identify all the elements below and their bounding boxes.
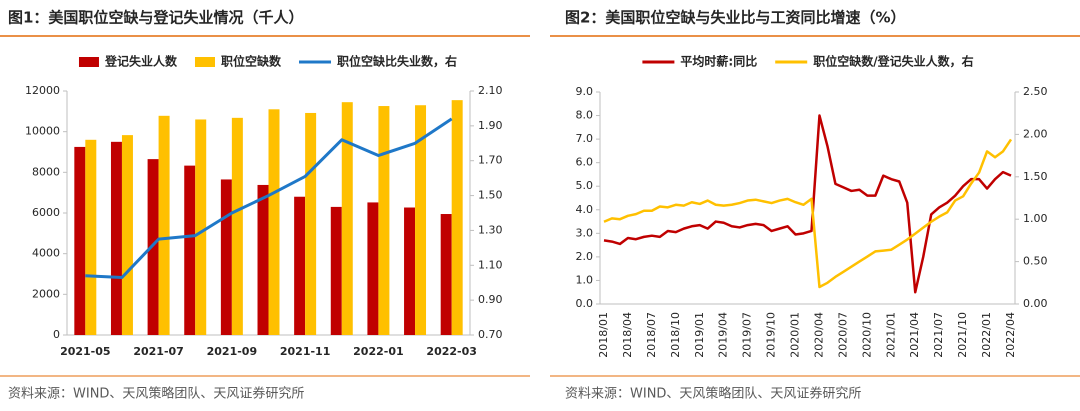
- legend-label: 职位空缺比失业数，右: [337, 54, 457, 69]
- y2-tick-label: 1.50: [478, 189, 503, 202]
- x-tick-label: 2021-09: [207, 345, 258, 358]
- x-tick-label: 2021/07: [932, 312, 945, 358]
- bar: [257, 184, 269, 335]
- x-tick-label: 2021-07: [133, 345, 184, 358]
- y-tick-label: 4.0: [576, 203, 594, 216]
- line: [603, 138, 1013, 289]
- y-tick-label: 4000: [32, 247, 60, 260]
- x-tick-label: 2020/01: [789, 312, 802, 358]
- legend-key: [78, 57, 99, 67]
- y-tick-label: 6.0: [576, 156, 594, 169]
- x-tick-label: 2021-05: [60, 345, 111, 358]
- x-tick-label: 2019/07: [741, 312, 754, 358]
- y2-tick-label: 0.90: [478, 293, 503, 306]
- source: 资料来源：WIND、天风策略团队、天风证券研究所: [8, 386, 304, 402]
- bar: [231, 117, 243, 335]
- y2-tick-label: 0.00: [1023, 297, 1048, 310]
- x-tick-label: 2019/10: [765, 312, 778, 358]
- bar: [451, 100, 463, 336]
- bar: [110, 141, 122, 335]
- bar: [367, 202, 379, 335]
- x-tick-label: 2021/04: [908, 312, 921, 358]
- x-tick-label: 2022/04: [1004, 312, 1017, 358]
- bar: [85, 139, 97, 335]
- x-tick-label: 2018/07: [645, 312, 658, 358]
- bar: [121, 135, 133, 335]
- x-tick-label: 2018/04: [621, 312, 634, 358]
- bar: [294, 196, 306, 335]
- bar: [378, 106, 390, 336]
- bar: [184, 165, 196, 335]
- bar: [220, 179, 232, 335]
- x-tick-label: 2019/01: [693, 312, 706, 358]
- x-tick-label: 2018/01: [597, 312, 610, 358]
- y2-tick-label: 1.50: [1023, 170, 1048, 183]
- legend-label: 职位空缺数: [221, 54, 282, 69]
- chart-title: 图2：美国职位空缺与失业比与工资同比增速（%）: [565, 9, 905, 27]
- bar: [305, 112, 317, 336]
- x-tick-label: 2021/01: [884, 312, 897, 358]
- legend-label: 平均时薪:同比: [680, 54, 757, 69]
- y-tick-label: 3.0: [576, 226, 594, 239]
- y-tick-label: 6000: [32, 206, 60, 219]
- line: [85, 117, 453, 279]
- chart-title: 图1：美国职位空缺与登记失业情况（千人）: [8, 9, 303, 27]
- y2-tick-label: 1.00: [1023, 212, 1048, 225]
- y-tick-label: 2.0: [576, 250, 594, 263]
- source: 资料来源：WIND、天风策略团队、天风证券研究所: [565, 386, 861, 402]
- y2-tick-label: 1.30: [478, 223, 503, 236]
- bar: [404, 207, 416, 335]
- y-tick-label: 0.0: [576, 297, 594, 310]
- y2-tick-label: 2.50: [1023, 85, 1048, 98]
- y-tick-label: 8000: [32, 165, 60, 178]
- y-tick-label: 1.0: [576, 273, 594, 286]
- y2-tick-label: 1.90: [478, 119, 503, 132]
- y2-tick-label: 0.50: [1023, 255, 1048, 268]
- y-tick-label: 2000: [32, 287, 60, 300]
- y2-tick-label: 2.10: [478, 84, 503, 97]
- y2-tick-label: 0.70: [478, 328, 503, 341]
- bar: [415, 105, 427, 335]
- x-tick-label: 2022-01: [353, 345, 404, 358]
- x-tick-label: 2021-11: [280, 345, 331, 358]
- bar: [440, 214, 452, 335]
- y2-tick-label: 2.00: [1023, 127, 1048, 140]
- legend-label: 登记失业人数: [104, 54, 178, 69]
- x-tick-label: 2022-03: [426, 345, 477, 358]
- y-tick-label: 5.0: [576, 179, 594, 192]
- y2-tick-label: 1.70: [478, 154, 503, 167]
- x-tick-label: 2019/04: [717, 312, 730, 358]
- bar: [158, 115, 170, 335]
- x-tick-label: 2022/01: [980, 312, 993, 358]
- x-tick-label: 2021/10: [956, 312, 969, 358]
- x-tick-label: 2018/10: [669, 312, 682, 358]
- y-tick-label: 8.0: [576, 109, 594, 122]
- y-tick-label: 9.0: [576, 85, 594, 98]
- y-tick-label: 0: [53, 328, 60, 341]
- y-tick-label: 7.0: [576, 132, 594, 145]
- y-tick-label: 12000: [25, 84, 60, 97]
- legend-label: 职位空缺数/登记失业人数，右: [813, 54, 973, 69]
- bar: [74, 146, 86, 335]
- line: [603, 114, 1012, 294]
- bar: [195, 119, 207, 335]
- bar: [341, 102, 353, 335]
- x-tick-label: 2020/07: [836, 312, 849, 358]
- x-tick-label: 2020/04: [812, 312, 825, 358]
- legend-key: [194, 57, 215, 67]
- y2-tick-label: 1.10: [478, 258, 503, 271]
- bar: [268, 109, 280, 335]
- y-tick-label: 10000: [25, 125, 60, 138]
- x-tick-label: 2020/10: [860, 312, 873, 358]
- bar: [330, 206, 342, 335]
